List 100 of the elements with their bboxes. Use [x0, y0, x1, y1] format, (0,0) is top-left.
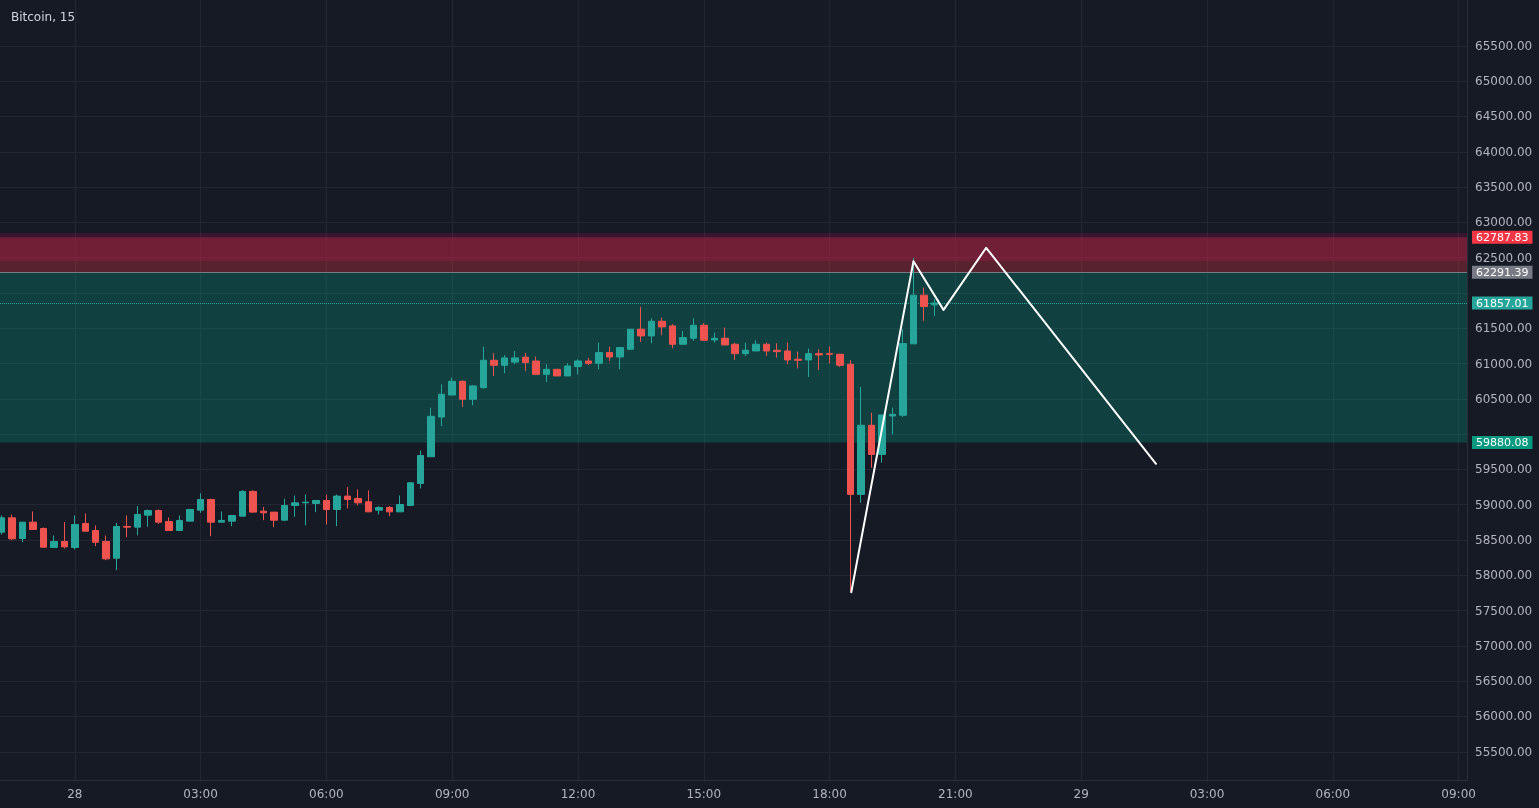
y-tick-label: 59000.00 [1475, 497, 1533, 512]
candlestick [8, 513, 16, 541]
y-tick-label: 56000.00 [1475, 709, 1533, 724]
candlestick [323, 493, 330, 525]
x-tick-label: 29 [1073, 787, 1089, 801]
candlestick [711, 332, 718, 344]
candlestick [438, 383, 445, 427]
candlestick [742, 342, 749, 357]
y-tick-label: 56500.00 [1475, 674, 1533, 689]
ref-line-label: 61857.01 [1476, 296, 1529, 310]
candlestick [501, 354, 508, 374]
candlestick [627, 328, 634, 351]
y-tick-label: 55500.00 [1475, 744, 1533, 759]
candlestick [0, 515, 5, 535]
y-tick-label: 57000.00 [1475, 638, 1533, 653]
candlestick [721, 327, 729, 346]
candlestick [365, 489, 372, 513]
candlestick [50, 534, 58, 548]
candlestick [407, 482, 414, 507]
candlestick [511, 350, 519, 365]
candlestick [155, 508, 162, 525]
x-tick-label: 12:00 [560, 787, 596, 801]
candlestick [522, 352, 529, 372]
candlestick [29, 510, 37, 530]
candlestick [480, 346, 487, 390]
candlestick [228, 515, 236, 527]
y-tick-label: 65500.00 [1475, 38, 1533, 53]
candlestick [679, 330, 687, 345]
candlestick [281, 498, 288, 522]
candlestick [794, 351, 802, 369]
candlestick [899, 328, 907, 418]
y-tick-label: 63000.00 [1475, 215, 1533, 230]
candlestick [102, 534, 110, 561]
x-tick-label: 21:00 [938, 787, 973, 801]
candlestick [752, 339, 760, 352]
x-tick-label: 03:00 [183, 787, 218, 801]
candlestick [218, 510, 225, 523]
candlestick [815, 348, 823, 371]
candlestick [585, 357, 592, 366]
candlestick [333, 493, 341, 527]
x-tick-label: 18:00 [812, 787, 847, 801]
y-tick-label: 61500.00 [1475, 321, 1533, 336]
candlestick [396, 494, 404, 513]
y-tick-label: 65000.00 [1475, 74, 1533, 89]
candlestick [344, 486, 351, 509]
candlestick [648, 317, 655, 344]
candlestick [553, 368, 561, 377]
candlestick [92, 524, 99, 547]
y-tick-label: 61000.00 [1475, 356, 1533, 371]
candlestick [889, 407, 896, 435]
x-tick-label: 09:00 [434, 787, 470, 801]
candlestick [857, 386, 865, 504]
candlestick [773, 342, 781, 359]
candlestick [763, 342, 770, 357]
band-label: 59880.08 [1476, 436, 1529, 450]
candlestick [375, 505, 383, 515]
ref-line-label: 62291.39 [1476, 265, 1529, 279]
candlestick [448, 377, 456, 396]
x-tick-label: 03:00 [1189, 787, 1225, 801]
y-tick-label: 58000.00 [1475, 568, 1533, 583]
candlestick [186, 508, 194, 522]
candlestick [532, 355, 540, 375]
candlestick [144, 508, 152, 528]
candlestick [134, 505, 141, 536]
candlestick [427, 407, 435, 458]
candlestick [71, 515, 79, 551]
candlestick [490, 352, 498, 377]
candlestick [784, 342, 791, 365]
candlestick [312, 499, 320, 513]
candlestick [847, 359, 854, 593]
candlestick [207, 498, 215, 537]
candlestick [690, 317, 697, 342]
y-tick-label: 63500.00 [1475, 180, 1533, 195]
candlestick [826, 346, 833, 364]
x-tick-label: 09:00 [1441, 787, 1476, 801]
candlestick [616, 347, 624, 370]
candlestick [836, 353, 844, 368]
y-tick-label: 64500.00 [1475, 109, 1533, 124]
y-tick-label: 64000.00 [1475, 144, 1533, 159]
candlestick [637, 306, 645, 343]
candlestick [920, 287, 928, 322]
y-tick-label: 59500.00 [1475, 462, 1533, 477]
candlestick [82, 512, 89, 532]
candlestick [354, 488, 362, 506]
x-tick-label: 06:00 [1315, 787, 1351, 801]
candlestick [302, 493, 309, 526]
candlestick [386, 505, 393, 517]
x-tick-label: 06:00 [309, 787, 344, 801]
candlestick [197, 492, 204, 514]
text: Bitcoin, 15 [11, 10, 76, 24]
y-tick-label: 62500.00 [1475, 250, 1533, 265]
candlestick [239, 489, 246, 517]
candlestick [574, 358, 582, 375]
candlestick [669, 323, 676, 349]
candlestick [270, 511, 278, 528]
candlestick [868, 412, 875, 469]
candlestick [61, 521, 68, 549]
candlestick [260, 506, 267, 521]
candlestick [731, 342, 739, 361]
candlestick [19, 521, 26, 543]
